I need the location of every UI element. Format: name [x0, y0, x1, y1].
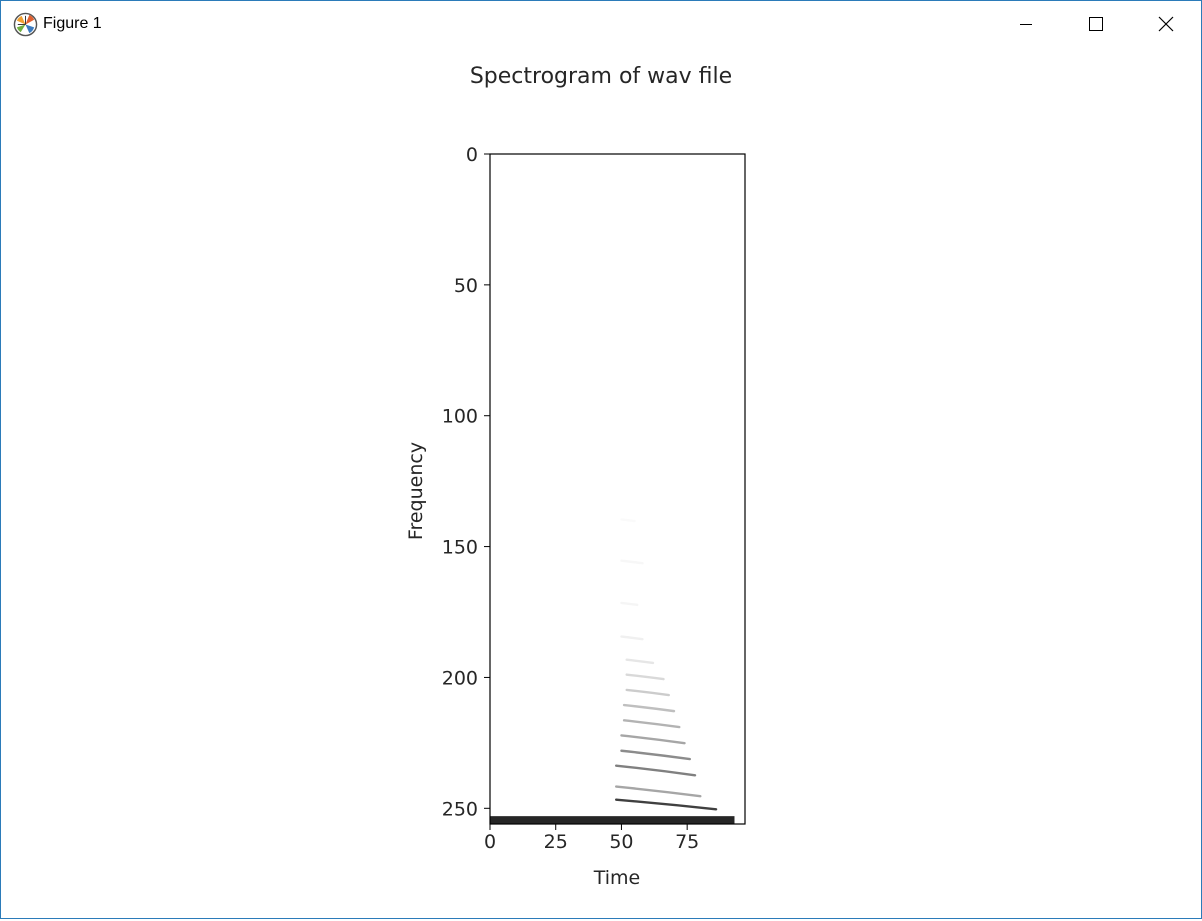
x-tick-label: 75 — [675, 831, 699, 853]
heatmap-harmonic-band — [620, 601, 639, 607]
x-tick-label: 0 — [484, 831, 496, 853]
minimize-icon — [1020, 24, 1032, 25]
heatmap-harmonic-band — [622, 719, 681, 729]
y-tick-label: 100 — [442, 406, 478, 428]
heatmap-harmonic-band — [625, 658, 655, 665]
title-bar[interactable]: Figure 1 — [1, 1, 1201, 47]
plot-area: 0 25 50 75 0 50 100 150 200 250 — [442, 144, 746, 853]
y-tick-label: 50 — [454, 275, 478, 297]
window-title: Figure 1 — [43, 15, 102, 32]
y-tick-label: 0 — [466, 144, 478, 166]
heatmap-harmonic-band — [625, 688, 670, 697]
y-tick-label: 250 — [442, 798, 478, 820]
heatmap-harmonic-band — [614, 764, 697, 777]
heatmap-harmonic-band — [620, 749, 691, 761]
axes-frame — [489, 153, 746, 825]
y-axis-label: Frequency — [405, 442, 427, 540]
heatmap-harmonic-band — [614, 785, 702, 798]
x-axis-label: Time — [593, 867, 641, 889]
figure-canvas: Spectrogram of wav file 0 25 50 75 0 50 100 150… — [1, 47, 1201, 917]
heatmap-harmonic-band — [620, 734, 686, 745]
heatmap-background — [490, 154, 745, 824]
heatmap-harmonic-band — [622, 703, 676, 713]
x-tick-label: 50 — [609, 831, 633, 853]
x-tick-label: 25 — [544, 831, 568, 853]
maximize-icon — [1089, 17, 1103, 31]
spectrogram-chart: Spectrogram of wav file 0 25 50 75 0 50 100 150… — [405, 64, 746, 889]
heatmap-harmonic-band — [614, 798, 718, 811]
matplotlib-logo-icon — [13, 12, 38, 37]
maximize-button[interactable] — [1061, 1, 1131, 47]
heatmap-baseline-band — [490, 816, 735, 824]
chart-title: Spectrogram of wav file — [470, 64, 732, 89]
y-tick-label: 150 — [442, 537, 478, 559]
heatmap-harmonic-band — [620, 559, 644, 565]
close-icon — [1158, 16, 1174, 32]
heatmap-harmonic-band — [620, 635, 644, 641]
close-button[interactable] — [1131, 1, 1201, 47]
heatmap-harmonic-band — [625, 673, 665, 681]
minimize-button[interactable] — [991, 1, 1061, 47]
y-tick-label: 200 — [442, 667, 478, 689]
heatmap-harmonic-band — [620, 518, 636, 523]
